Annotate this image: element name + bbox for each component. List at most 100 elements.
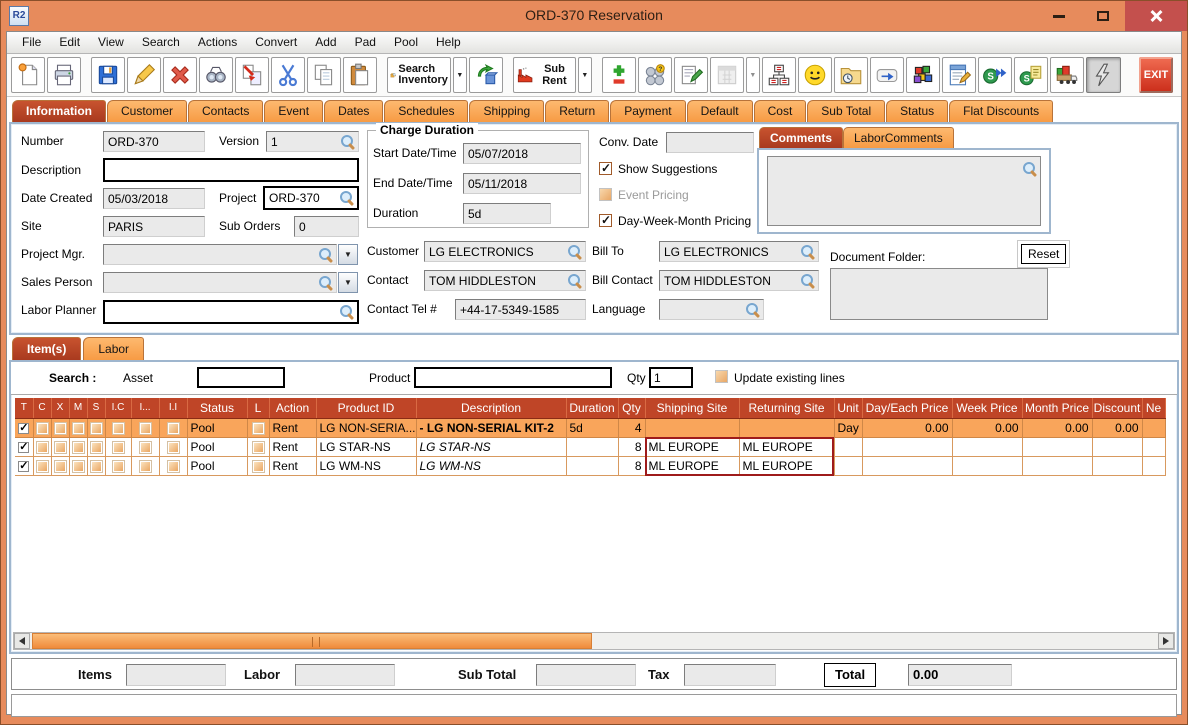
row3-shipping-site[interactable]: ML EUROPE [645,456,740,476]
col-ii[interactable]: I.I [159,398,188,419]
col-t[interactable]: T [15,398,34,419]
row1-qty[interactable]: 4 [618,418,646,438]
row3-description[interactable]: LG WM-NS [416,456,567,476]
row2-product-id[interactable]: LG STAR-NS [316,437,417,457]
tab-payment[interactable]: Payment [610,100,686,122]
sales-person-search-icon[interactable] [319,275,333,290]
print-button[interactable] [47,57,81,93]
tab-contacts[interactable]: Contacts [188,100,264,122]
row3-i-checkbox[interactable] [139,460,151,472]
copy-button[interactable] [307,57,341,93]
row1-description[interactable]: - LG NON-SERIAL KIT-2 [416,418,567,438]
tab-status[interactable]: Status [886,100,949,122]
row3-day-each-price[interactable] [862,456,953,476]
row1-shipping-site[interactable] [645,418,740,438]
menu-help[interactable]: Help [436,35,461,49]
col-status[interactable]: Status [187,398,248,419]
row2-c-checkbox[interactable] [36,441,48,453]
edit-button[interactable] [127,57,161,93]
row2-discount[interactable] [1092,437,1143,457]
close-button[interactable] [1125,1,1187,31]
row2-day-each-price[interactable] [862,437,953,457]
row2-action[interactable]: Rent [269,437,317,457]
tab-labor[interactable]: Labor [83,337,145,360]
col-s[interactable]: S [87,398,106,419]
col-shipping-site[interactable]: Shipping Site [645,398,740,419]
row2-ne[interactable] [1142,437,1166,457]
col-c[interactable]: C [33,398,52,419]
edit-document-button[interactable] [941,57,976,93]
menu-file[interactable]: File [22,35,42,49]
row3-product-id[interactable]: LG WM-NS [316,456,417,476]
send-button[interactable] [869,57,904,93]
row3-duration[interactable] [566,456,619,476]
row2-i-checkbox[interactable] [139,441,151,453]
document-folder-area[interactable] [830,268,1048,320]
col-month-price[interactable]: Month Price [1022,398,1093,419]
row2-shipping-site[interactable]: ML EUROPE [645,437,740,457]
tab-items[interactable]: Item(s) [12,337,82,360]
row3-t-checkbox[interactable] [18,459,30,472]
row1-s-checkbox[interactable] [90,422,102,434]
product-input[interactable] [414,367,612,388]
calendar-button[interactable] [709,57,744,93]
sales-person-dropdown[interactable]: ▼ [338,272,358,293]
cut-button[interactable] [271,57,305,93]
menu-convert[interactable]: Convert [255,35,298,49]
row1-t-checkbox[interactable] [18,421,30,434]
new-button[interactable] [11,57,45,93]
row1-x-checkbox[interactable] [54,422,66,434]
quick-action-button[interactable] [1085,57,1121,93]
row2-l-checkbox[interactable] [252,441,264,453]
update-existing-checkbox[interactable] [715,370,728,383]
col-qty[interactable]: Qty [618,398,646,419]
menu-edit[interactable]: Edit [59,35,81,49]
col-action[interactable]: Action [269,398,317,419]
comments-search-icon[interactable] [1023,162,1037,176]
row1-l-checkbox[interactable] [252,422,264,434]
project-search-icon[interactable] [340,191,354,205]
row3-s-checkbox[interactable] [90,460,102,472]
row1-m-checkbox[interactable] [72,422,84,434]
row2-returning-site[interactable]: ML EUROPE [739,437,835,457]
tab-default[interactable]: Default [686,100,753,122]
maximize-button[interactable] [1081,1,1125,31]
add-remove-button[interactable] [601,57,636,93]
row1-status[interactable]: Pool [187,418,248,438]
truck-button[interactable] [1049,57,1084,93]
tab-event[interactable]: Event [264,100,324,122]
row3-c-checkbox[interactable] [36,460,48,472]
menu-actions[interactable]: Actions [197,35,238,49]
bill-to-search-icon[interactable] [801,244,815,259]
row1-c-checkbox[interactable] [36,422,48,434]
search-inventory-dropdown[interactable]: ▼ [452,57,467,93]
tab-dates[interactable]: Dates [324,100,384,122]
row2-month-price[interactable] [1022,437,1093,457]
contact-search-icon[interactable] [568,273,582,288]
row1-product-id[interactable]: LG NON-SERIA... [316,418,417,438]
labor-planner-search-icon[interactable] [340,305,354,319]
row1-i-checkbox[interactable] [139,422,151,434]
asset-input[interactable] [197,367,285,388]
scrollbar-thumb[interactable] [32,633,592,649]
item-row-1[interactable]: Pool Rent LG NON-SERIA... - LG NON-SERIA… [15,418,1166,438]
row1-month-price[interactable]: 0.00 [1022,418,1093,438]
row2-unit[interactable] [834,437,863,457]
project-mgr-search-icon[interactable] [319,247,333,262]
row3-status[interactable]: Pool [187,456,248,476]
sub-rent-button[interactable]: Sub Rent [512,57,576,93]
row3-m-checkbox[interactable] [72,460,84,472]
tab-return[interactable]: Return [545,100,610,122]
minimize-button[interactable] [1037,1,1081,31]
row3-week-price[interactable] [952,456,1023,476]
cubes-button[interactable] [905,57,940,93]
col-x[interactable]: X [51,398,70,419]
description-input[interactable] [103,158,359,182]
menu-search[interactable]: Search [141,35,180,49]
row2-ic-checkbox[interactable] [112,441,124,453]
col-ne[interactable]: Ne [1142,398,1166,419]
row3-unit[interactable] [834,456,863,476]
row3-x-checkbox[interactable] [54,460,66,472]
tab-cost[interactable]: Cost [753,100,807,122]
row2-week-price[interactable] [952,437,1023,457]
